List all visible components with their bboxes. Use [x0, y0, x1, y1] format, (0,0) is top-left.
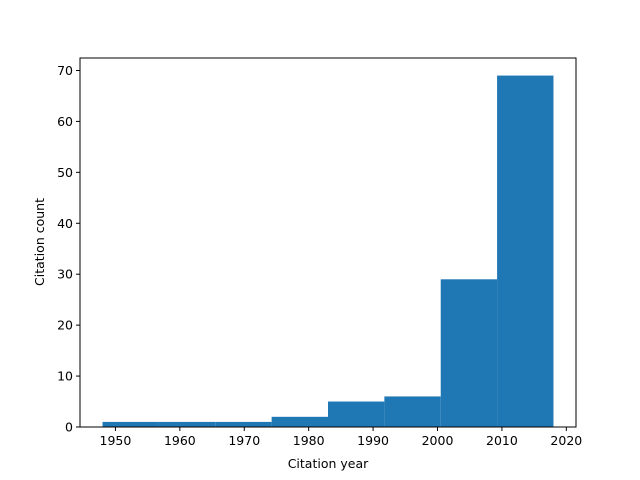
x-tick-label: 2010 [486, 433, 518, 448]
x-tick-label: 1990 [357, 433, 389, 448]
y-tick-label: 50 [57, 165, 73, 180]
bar [384, 396, 441, 427]
y-tick-label: 40 [57, 216, 73, 231]
bar [440, 279, 498, 427]
bar [497, 75, 554, 428]
x-tick-label: 1980 [293, 433, 325, 448]
x-tick-label: 1950 [100, 433, 132, 448]
x-tick-label: 1960 [164, 433, 196, 448]
y-tick-label: 0 [65, 420, 73, 435]
bar [328, 401, 385, 427]
bar [158, 421, 216, 427]
y-tick-label: 60 [57, 114, 73, 129]
x-axis-label: Citation year [288, 456, 369, 471]
y-tick-label: 10 [57, 369, 73, 384]
bar [102, 421, 159, 427]
y-tick-label: 30 [57, 267, 73, 282]
y-tick-label: 20 [57, 318, 73, 333]
bar [271, 416, 328, 427]
y-tick-label: 70 [57, 63, 73, 78]
axes-frame [79, 57, 577, 428]
x-tick-label: 2000 [422, 433, 454, 448]
x-tick-label: 1970 [228, 433, 260, 448]
bar [215, 421, 272, 427]
x-tick-label: 2020 [550, 433, 582, 448]
y-axis-label: Citation count [32, 198, 47, 286]
